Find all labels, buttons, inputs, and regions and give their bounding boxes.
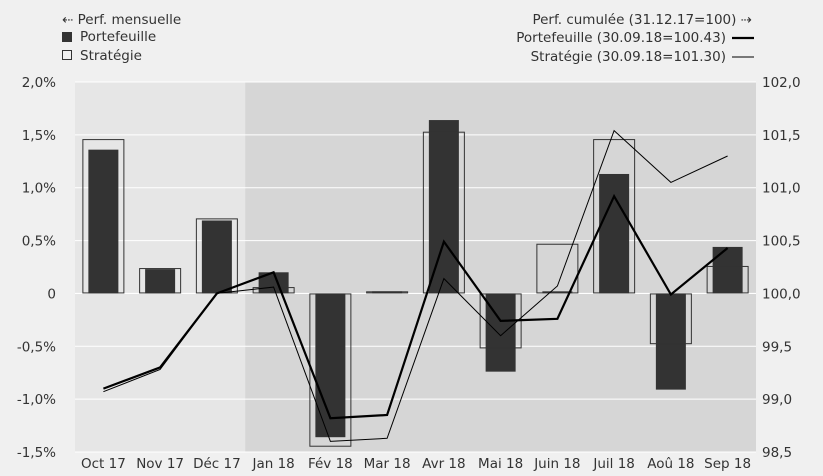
right-tick-label-5: 101,0 — [762, 181, 801, 197]
bar-strategie-2 — [139, 268, 182, 294]
x-tick-label-9: Juin 18 — [533, 456, 580, 472]
left-tick-label-3: 0 — [47, 286, 56, 302]
x-tick-label-12: Sep 18 — [704, 456, 751, 472]
right-tick-label-4: 100,5 — [762, 234, 801, 250]
legend-portfolio-bar-swatch — [62, 32, 72, 42]
left-tick-label-6: 1,5% — [22, 128, 56, 144]
line-series-group — [103, 129, 729, 442]
right-tick-label-2: 99,5 — [762, 339, 792, 355]
legend-strategy-line-label: Stratégie (30.09.18=101.30) — [531, 49, 726, 65]
x-tick-label-5: Fév 18 — [308, 456, 353, 472]
x-tick-label-11: Aoû 18 — [647, 456, 694, 472]
x-tick-label-6: Mar 18 — [364, 456, 411, 472]
bar-portefeuille-7 — [428, 120, 459, 294]
x-tick-label-10: Juil 18 — [592, 456, 635, 472]
x-tick-label-3: Déc 17 — [193, 456, 241, 472]
legend-portfolio-bar-label: Portefeuille — [80, 29, 156, 45]
bar-portefeuille-6 — [372, 291, 403, 294]
x-tick-label-2: Nov 17 — [136, 456, 184, 472]
left-tick-label-4: 0,5% — [22, 234, 56, 250]
right-tick-label-3: 100,0 — [762, 286, 801, 302]
bar-strategie-10 — [593, 139, 636, 294]
bar-strategie-5 — [309, 293, 352, 447]
legend-portfolio-line-label: Portefeuille (30.09.18=100.43) — [516, 30, 726, 46]
legend-right: Perf. cumulée (31.12.17=100) ⇢ Portefeui… — [516, 12, 754, 65]
left-tick-label-5: 1,0% — [22, 181, 56, 197]
bar-portefeuille-9 — [542, 291, 573, 294]
bar-portefeuille-11 — [655, 293, 686, 390]
left-tick-label-0: -1,5% — [17, 445, 56, 461]
legend-strategy-bar-label: Stratégie — [80, 48, 142, 64]
bar-series-group — [82, 120, 749, 447]
legend-left: ⇠ Perf. mensuelle Portefeuille Stratégie — [62, 12, 181, 64]
x-tick-label-8: Mai 18 — [478, 456, 523, 472]
bar-portefeuille-12 — [712, 246, 743, 294]
legend-strategy-bar-swatch — [62, 50, 72, 60]
bar-portefeuille-10 — [599, 173, 630, 294]
right-tick-label-6: 101,5 — [762, 128, 801, 144]
bar-portefeuille-2 — [145, 269, 176, 294]
right-tick-label-0: 98,5 — [762, 445, 792, 461]
bar-portefeuille-1 — [88, 149, 119, 294]
left-tick-label-7: 2,0% — [22, 75, 56, 91]
x-tick-label-4: Jan 18 — [251, 456, 294, 472]
left-tick-label-2: -0,5% — [17, 339, 56, 355]
x-tick-label-7: Avr 18 — [422, 456, 465, 472]
legend-left-header: ⇠ Perf. mensuelle — [62, 12, 181, 28]
x-tick-label-1: Oct 17 — [81, 456, 126, 472]
bar-strategie-7 — [422, 131, 465, 294]
right-tick-label-1: 99,0 — [762, 392, 792, 408]
line-strategie — [103, 129, 728, 442]
bar-strategie-1 — [82, 139, 125, 294]
plot-area — [75, 82, 756, 452]
bar-strategie-9 — [536, 243, 579, 294]
bar-strategie-12 — [706, 265, 749, 294]
left-tick-label-1: -1,0% — [17, 392, 56, 408]
right-tick-label-7: 102,0 — [762, 75, 801, 91]
bar-portefeuille-3 — [201, 220, 232, 294]
gridlines — [75, 81, 756, 453]
axes-group: -1,5% -1,0% -0,5% 0 0,5% 1,0% 1,5% 2,0% 98,5 99,0… — [17, 75, 801, 472]
bar-strategie-6 — [366, 291, 409, 294]
legend-right-header: Perf. cumulée (31.12.17=100) ⇢ — [532, 12, 752, 28]
